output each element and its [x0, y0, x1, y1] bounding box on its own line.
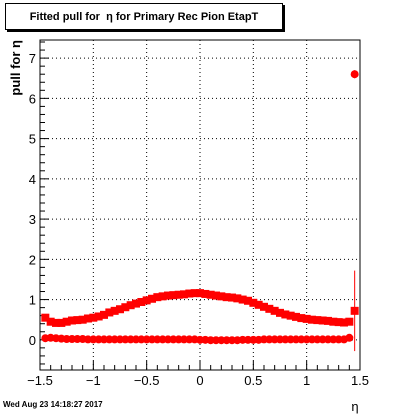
data-point-square	[302, 314, 311, 323]
data-point-square	[174, 290, 183, 299]
data-point-square	[73, 316, 82, 325]
x-tick-label: 1.5	[351, 373, 369, 388]
data-point-square	[180, 290, 188, 299]
data-point-square	[78, 315, 87, 324]
data-point-square	[260, 302, 268, 311]
x-tick-label: 0	[196, 373, 203, 388]
data-point-square	[350, 306, 359, 315]
data-point-square	[217, 292, 226, 301]
y-tick-label: 0	[29, 333, 36, 348]
data-point-square	[244, 296, 252, 305]
data-point-square	[334, 318, 343, 327]
data-point-square	[84, 314, 92, 323]
data-point-square	[281, 310, 290, 319]
chart-title-box: Fitted pull for η for Primary Rec Pion E…	[5, 3, 283, 30]
data-point-square	[254, 300, 263, 309]
y-tick-label: 2	[29, 252, 36, 267]
y-tick-label: 6	[29, 91, 36, 106]
data-point-square	[345, 317, 354, 326]
y-axis-label: pull for η	[8, 40, 23, 96]
x-axis-label: η	[351, 399, 358, 414]
x-tick-label: 0.5	[244, 373, 262, 388]
y-tick-label: 1	[29, 293, 36, 308]
data-point-square	[94, 312, 103, 321]
data-point-square	[126, 301, 135, 310]
data-point-square	[52, 318, 60, 327]
data-point-circle	[350, 70, 359, 79]
data-point-square	[148, 294, 156, 303]
data-point-square	[228, 293, 236, 302]
series-2-circle	[41, 70, 359, 345]
data-point-square	[105, 308, 114, 317]
y-tick-label: 7	[29, 51, 36, 66]
x-tick-label: 1	[303, 373, 310, 388]
data-point-square	[116, 305, 124, 314]
data-point-square	[249, 298, 258, 307]
data-point-square	[201, 289, 210, 298]
x-tick-labels: −1.5 −1 −0.5 0 0.5 1 1.5	[27, 373, 369, 388]
data-point-square	[238, 295, 247, 304]
series-1-square	[41, 270, 359, 352]
x-tick-label: −1	[86, 373, 101, 388]
data-point-square	[57, 318, 66, 327]
data-point-square	[318, 316, 327, 325]
data-point-square	[324, 316, 332, 325]
data-point-square	[137, 297, 146, 306]
data-point-square	[158, 292, 167, 301]
y-tick-label: 4	[29, 172, 36, 187]
timestamp: Wed Aug 23 14:18:27 2017	[3, 400, 103, 409]
data-point-square	[297, 314, 306, 323]
data-point-square	[212, 291, 220, 300]
data-point-square	[46, 317, 55, 326]
data-point-square	[222, 293, 231, 302]
y-tick-label: 5	[29, 132, 36, 147]
data-point-square	[68, 316, 76, 325]
data-point-square	[110, 306, 119, 315]
data-point-square	[340, 318, 348, 327]
x-tick-label: −0.5	[134, 373, 160, 388]
data-point-square	[292, 312, 300, 321]
data-point-square	[308, 315, 316, 324]
data-point-square	[100, 310, 108, 319]
data-point-square	[62, 317, 71, 326]
data-point-square	[270, 306, 279, 315]
data-point-square	[313, 316, 322, 325]
x-tick-label: −1.5	[27, 373, 53, 388]
data-point-square	[121, 303, 130, 312]
data-points	[41, 70, 359, 352]
data-point-square	[153, 293, 162, 302]
axis-ticks	[39, 41, 361, 370]
data-point-square	[265, 304, 274, 313]
data-point-square	[206, 290, 215, 299]
chart-title: Fitted pull for η for Primary Rec Pion E…	[29, 10, 259, 23]
data-point-square	[190, 289, 199, 298]
data-point-square	[276, 308, 284, 317]
data-point-square	[196, 289, 204, 298]
data-point-square	[132, 299, 140, 308]
data-point-square	[89, 313, 98, 322]
data-point-circle	[345, 333, 354, 342]
y-tick-labels: 0 1 2 3 4 5 6 7	[29, 51, 36, 348]
data-point-square	[185, 289, 194, 298]
data-point-square	[233, 294, 242, 303]
data-point-square	[329, 317, 338, 326]
data-point-square	[169, 291, 178, 300]
data-point-square	[164, 291, 172, 300]
data-point-square	[142, 296, 151, 305]
y-tick-label: 3	[29, 212, 36, 227]
data-point-square	[286, 311, 295, 320]
data-point-square	[41, 313, 50, 322]
